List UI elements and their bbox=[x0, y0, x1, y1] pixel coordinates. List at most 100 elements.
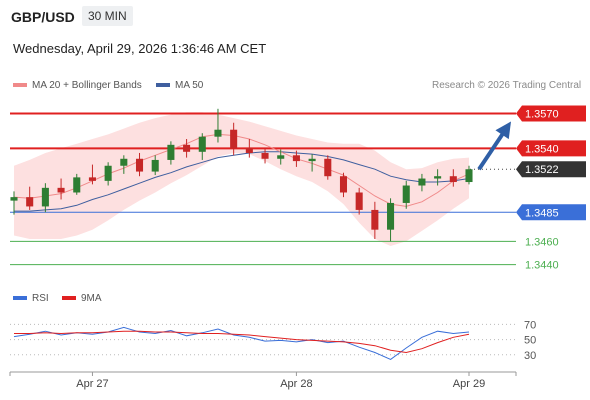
candle bbox=[402, 180, 410, 209]
legend-rsi-ma-label: 9MA bbox=[81, 293, 102, 304]
candle-body bbox=[73, 177, 81, 193]
candle bbox=[198, 133, 206, 160]
rsi-line bbox=[13, 326, 470, 360]
price-label-box bbox=[516, 204, 586, 221]
rsi-tick-label: 70 bbox=[524, 319, 536, 331]
legend-ma50: MA 50 bbox=[156, 80, 203, 91]
candle-body bbox=[465, 169, 473, 183]
candle bbox=[41, 183, 49, 213]
legend-ma20-swatch bbox=[13, 83, 27, 88]
x-tick-label: Apr 29 bbox=[453, 378, 485, 390]
forecast-arrow-shaft bbox=[477, 129, 507, 171]
candle-body bbox=[371, 209, 379, 230]
candle bbox=[277, 149, 285, 165]
candle bbox=[292, 150, 300, 167]
rsi-tick-label: 30 bbox=[524, 350, 536, 362]
candle-body bbox=[245, 148, 253, 153]
candle bbox=[465, 165, 473, 185]
candle-body bbox=[418, 178, 426, 186]
candle bbox=[135, 152, 144, 177]
candle bbox=[371, 201, 379, 239]
candle bbox=[434, 169, 442, 186]
candle-body bbox=[324, 158, 332, 177]
price-label-resistance: 1.3570 bbox=[516, 105, 586, 122]
candle-body bbox=[449, 176, 457, 183]
candle-body bbox=[355, 192, 363, 210]
candle bbox=[57, 178, 65, 200]
candle bbox=[167, 141, 175, 165]
price-label-box bbox=[516, 105, 586, 122]
pair-title: GBP/USD bbox=[11, 9, 75, 25]
candle-body bbox=[26, 197, 34, 207]
candle-body bbox=[135, 158, 144, 172]
candle-body bbox=[292, 155, 300, 162]
candle-body bbox=[230, 129, 238, 149]
rsi-tick-label: 50 bbox=[524, 335, 536, 347]
candle-body bbox=[198, 136, 206, 152]
price-label-text: 1.3570 bbox=[525, 108, 559, 120]
legend-ma20-label: MA 20 + Bollinger Bands bbox=[32, 80, 142, 91]
price-label-box bbox=[516, 140, 586, 157]
price-label-box bbox=[516, 161, 586, 178]
legend-ma50-swatch bbox=[156, 83, 170, 88]
price-label-text: 1.3540 bbox=[525, 143, 559, 155]
candle bbox=[104, 162, 112, 186]
candle-body bbox=[120, 158, 128, 166]
price-label-target: 1.3460 bbox=[525, 236, 559, 248]
forecast-arrow-head bbox=[495, 121, 511, 140]
candle-body bbox=[183, 144, 191, 152]
price-label-current: 1.3522 bbox=[516, 161, 586, 178]
candle-body bbox=[434, 176, 442, 179]
candle-body bbox=[387, 202, 395, 230]
candle-body bbox=[308, 158, 316, 162]
candle bbox=[449, 169, 457, 187]
price-label-text: 1.3440 bbox=[525, 260, 559, 272]
candle bbox=[418, 173, 426, 192]
candle bbox=[245, 139, 253, 158]
rsi-ma-line bbox=[14, 330, 470, 354]
legend-rsi-swatch bbox=[13, 296, 27, 301]
legend-rsi-label: RSI bbox=[32, 293, 49, 304]
candle bbox=[230, 122, 238, 156]
legend-ma50-label: MA 50 bbox=[175, 80, 204, 91]
legend-ma20: MA 20 + Bollinger Bands bbox=[13, 80, 142, 91]
candle-body bbox=[167, 144, 175, 160]
candle bbox=[214, 108, 222, 143]
price-label-text: 1.3485 bbox=[525, 207, 559, 219]
candle-body bbox=[277, 155, 285, 159]
candle bbox=[73, 173, 81, 195]
candle bbox=[387, 198, 395, 242]
credit-text: Research © 2026 Trading Central bbox=[432, 80, 582, 91]
candle-body bbox=[214, 129, 222, 137]
candle bbox=[261, 148, 269, 164]
candle bbox=[183, 139, 191, 158]
timestamp: Wednesday, April 29, 2026 1:36:46 AM CET bbox=[13, 41, 267, 56]
price-label-resistance: 1.3540 bbox=[516, 140, 586, 157]
x-tick-label: Apr 28 bbox=[280, 378, 312, 390]
x-tick-label: Apr 27 bbox=[76, 378, 108, 390]
candle-body bbox=[339, 176, 348, 193]
candle-body bbox=[402, 185, 410, 203]
candle bbox=[10, 191, 18, 215]
candle-body bbox=[41, 187, 49, 207]
price-label-text: 1.3522 bbox=[525, 164, 559, 176]
candle bbox=[88, 164, 96, 185]
legend-rsi: RSI bbox=[13, 293, 49, 304]
price-label-text: 1.3460 bbox=[525, 236, 559, 248]
candle-body bbox=[88, 177, 96, 181]
candle bbox=[120, 155, 128, 174]
price-label-target: 1.3440 bbox=[525, 260, 559, 272]
legend-rsi-ma-swatch bbox=[62, 296, 76, 301]
candle bbox=[324, 155, 332, 180]
timeframe-badge[interactable]: 30 MIN bbox=[82, 6, 133, 26]
candle-body bbox=[151, 159, 159, 172]
candle-body bbox=[261, 152, 269, 159]
candle bbox=[26, 186, 34, 210]
ma50-line bbox=[14, 151, 470, 212]
candle bbox=[308, 154, 316, 172]
candle-body bbox=[57, 187, 65, 193]
bollinger-band bbox=[14, 112, 469, 246]
legend-rsi-ma: 9MA bbox=[62, 293, 102, 304]
